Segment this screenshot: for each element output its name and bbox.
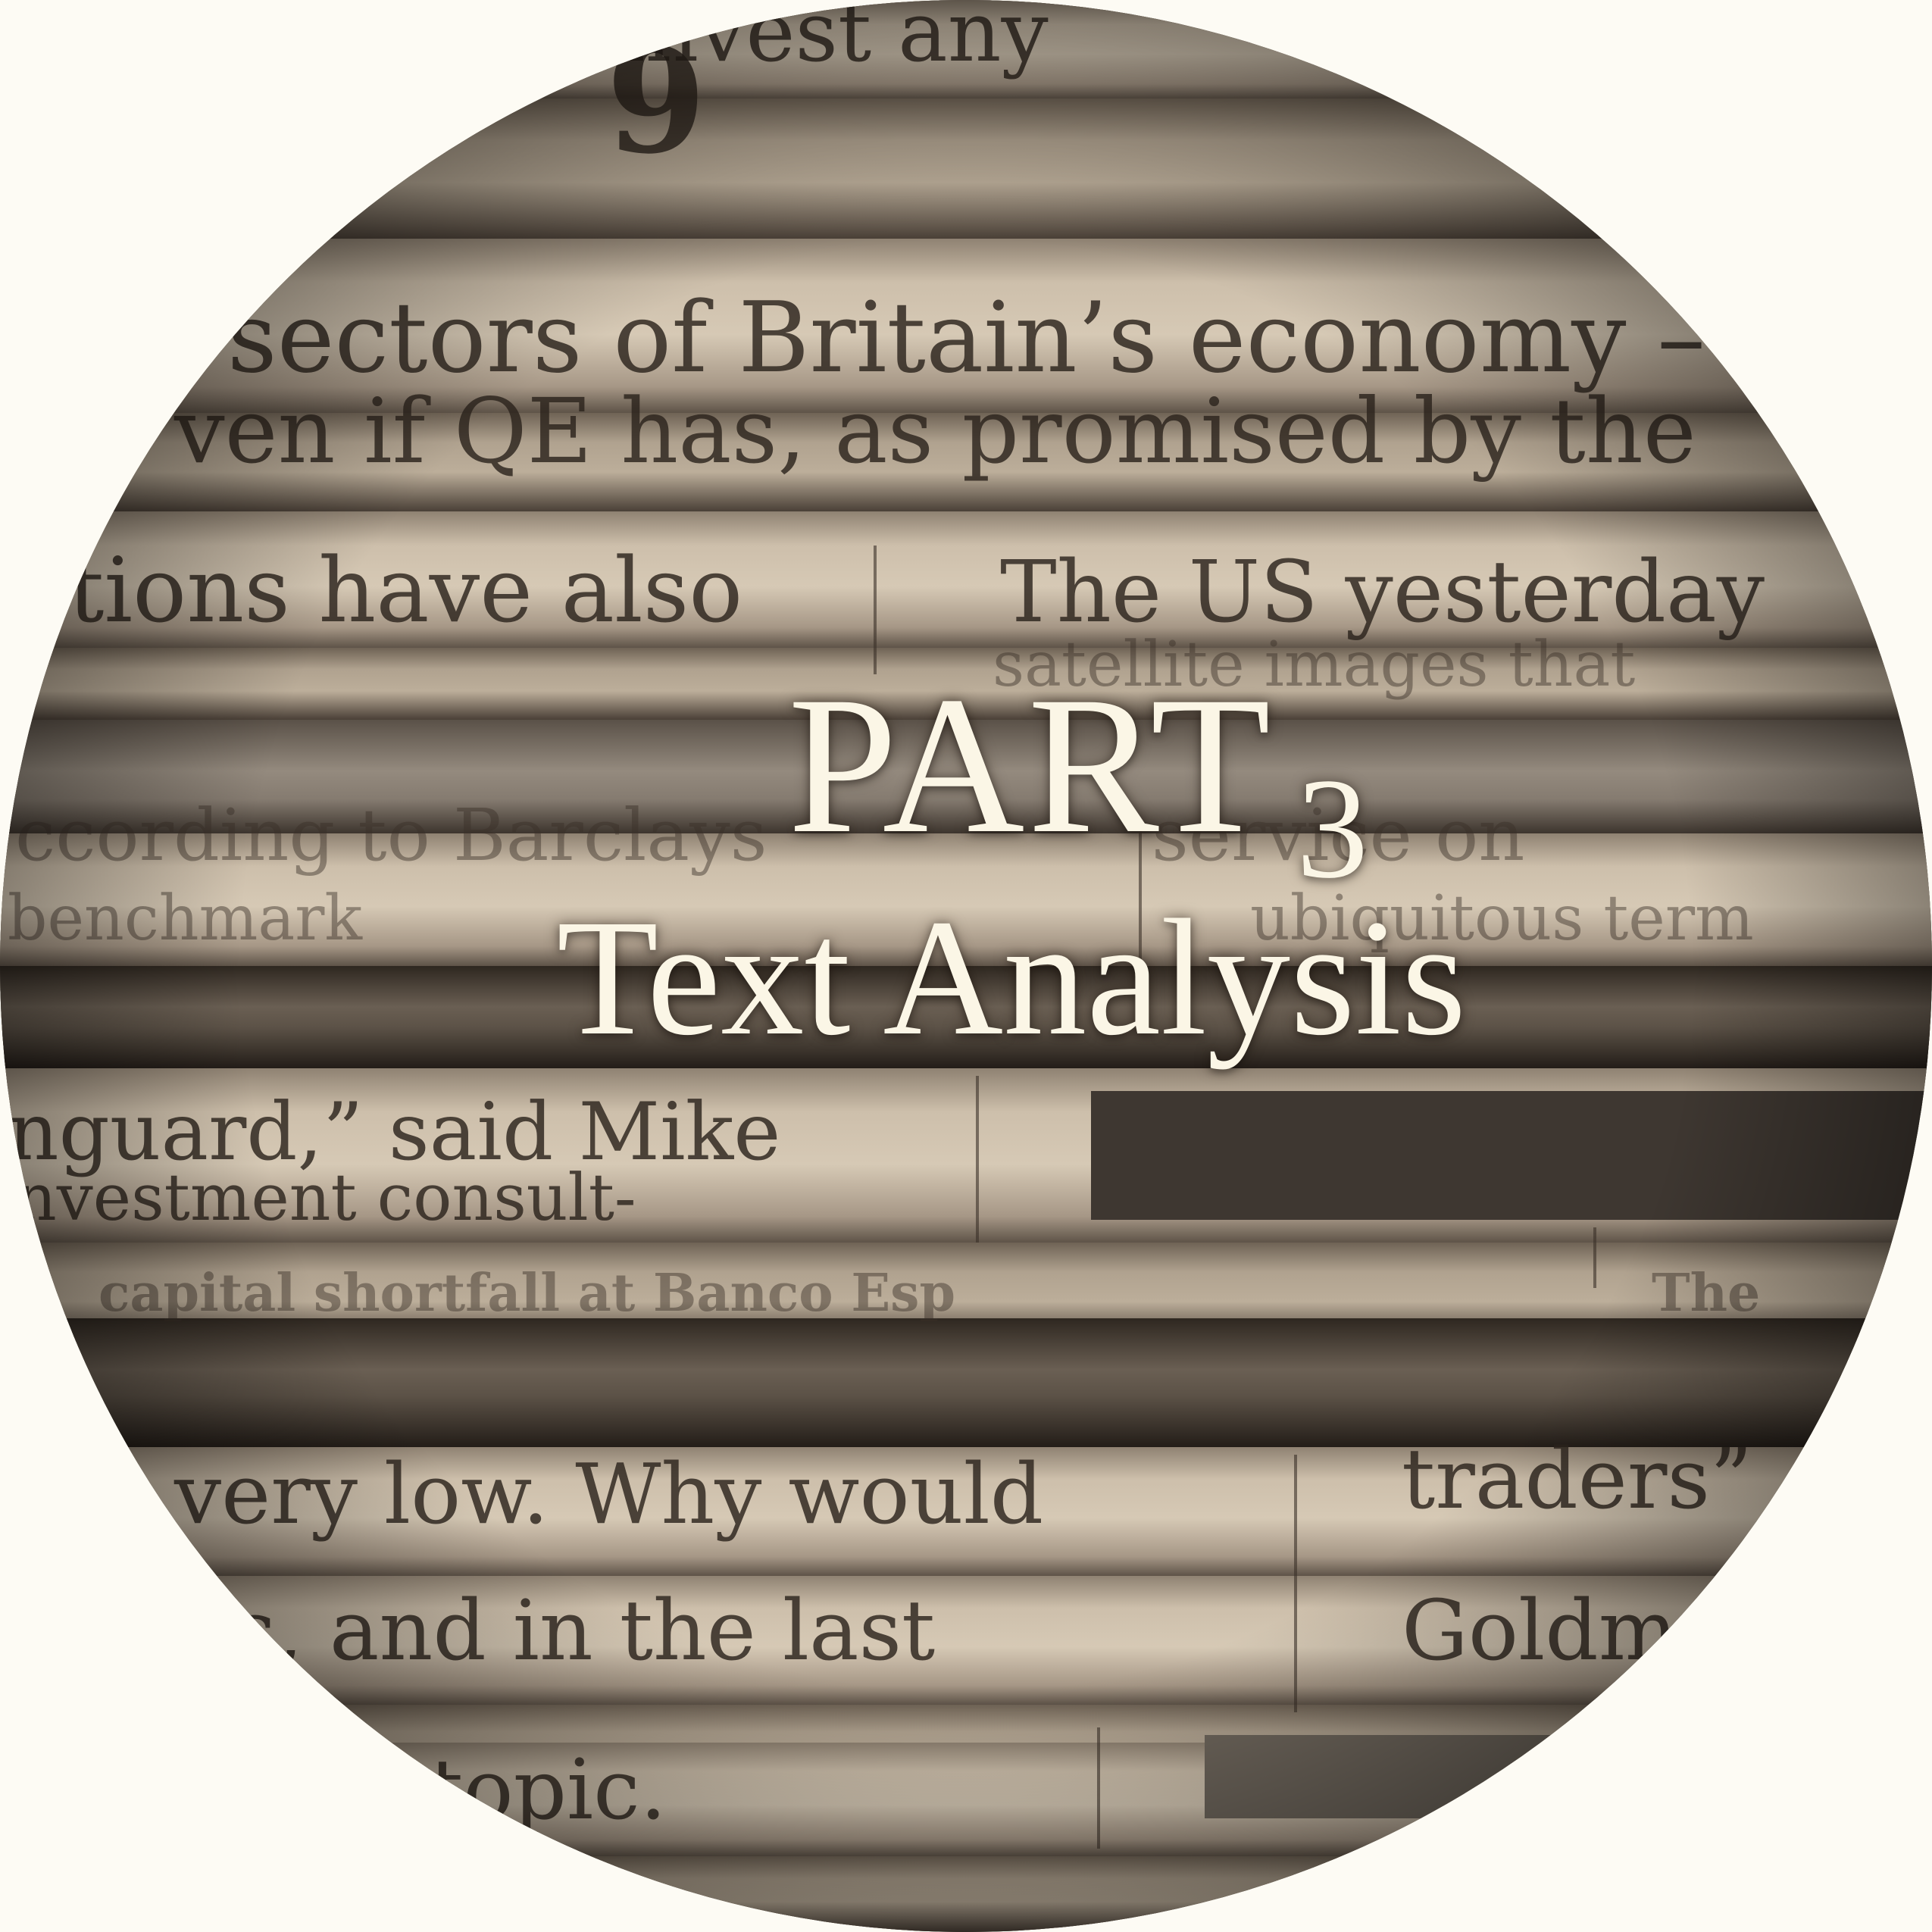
part-label: PART [787, 656, 1274, 874]
section-title: Text Analysis [556, 885, 1467, 1070]
part-number: 3 [1296, 749, 1372, 908]
part-heading: PART 3 [0, 667, 1932, 908]
